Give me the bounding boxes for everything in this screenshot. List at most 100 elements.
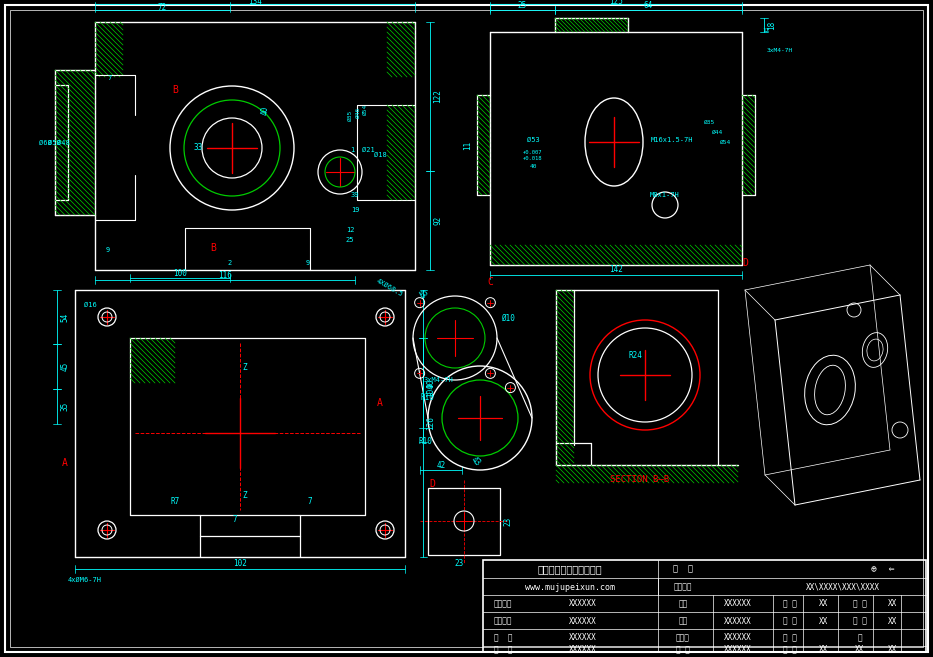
Text: Ø54: Ø54	[720, 139, 731, 145]
Text: 版本: 版本	[678, 599, 688, 608]
Text: R10: R10	[418, 438, 432, 447]
Text: 制 图: 制 图	[783, 616, 797, 625]
Text: XXXXXX: XXXXXX	[569, 599, 597, 608]
Text: Ø44: Ø44	[713, 129, 724, 135]
Text: 23: 23	[504, 516, 512, 526]
Text: 1: 1	[350, 147, 355, 153]
Text: 4xØM6-7H: 4xØM6-7H	[68, 577, 102, 583]
Text: 100: 100	[173, 269, 187, 277]
Text: 90: 90	[426, 378, 436, 388]
Text: 25: 25	[346, 237, 355, 243]
Text: Z: Z	[243, 363, 247, 373]
Text: 页码: 页码	[678, 616, 688, 625]
Text: 7: 7	[232, 516, 237, 524]
Text: Ø35: Ø35	[347, 109, 353, 121]
Text: 54: 54	[61, 312, 69, 322]
Text: D: D	[429, 479, 435, 489]
Text: 43: 43	[415, 288, 428, 302]
Bar	[483, 560, 926, 652]
Text: A: A	[63, 458, 68, 468]
Text: XX: XX	[856, 645, 865, 654]
Text: Ø10: Ø10	[501, 313, 515, 323]
Text: 7: 7	[308, 497, 313, 507]
Text: 25: 25	[518, 1, 527, 9]
Text: 零件名称: 零件名称	[494, 616, 512, 625]
Text: 标 准: 标 准	[783, 633, 797, 643]
Text: 42: 42	[437, 461, 446, 470]
Text: 40: 40	[529, 164, 536, 168]
Text: XXXXXX: XXXXXX	[569, 645, 597, 654]
Text: R7: R7	[171, 497, 180, 507]
Text: 102: 102	[233, 560, 247, 568]
Text: Ø18: Ø18	[373, 152, 386, 158]
Text: 比 例: 比 例	[676, 645, 689, 654]
Text: XX: XX	[888, 599, 898, 608]
Text: 3xM4-7H: 3xM4-7H	[767, 47, 793, 53]
Text: A: A	[377, 398, 383, 408]
Text: D: D	[742, 258, 748, 268]
Text: C: C	[487, 277, 493, 287]
Text: 72: 72	[158, 3, 167, 12]
Text: 材  料: 材 料	[494, 633, 512, 643]
Text: Ø46: Ø46	[355, 106, 360, 118]
Text: XX: XX	[888, 645, 898, 654]
Text: 设 计: 设 计	[783, 599, 797, 608]
Text: www.mujupeixun.com: www.mujupeixun.com	[525, 583, 615, 591]
Text: 化: 化	[857, 633, 862, 643]
Text: SECTION B—B: SECTION B—B	[610, 476, 670, 484]
Text: 64: 64	[644, 1, 653, 9]
Text: 郑州直利模具教工工作室: 郑州直利模具教工工作室	[537, 564, 603, 574]
Text: 35: 35	[61, 402, 69, 411]
Text: Ø54: Ø54	[363, 103, 368, 114]
Text: 9: 9	[105, 247, 110, 253]
Text: Ø68: Ø68	[38, 140, 51, 146]
Text: Ø58: Ø58	[48, 140, 61, 146]
Text: XXXXXX: XXXXXX	[724, 616, 752, 625]
Text: 45: 45	[61, 362, 69, 371]
Text: XXXXXX: XXXXXX	[724, 599, 752, 608]
Text: XX: XX	[888, 616, 898, 625]
Text: 视  角: 视 角	[673, 564, 693, 574]
Text: 12: 12	[762, 28, 770, 32]
Text: 9: 9	[306, 260, 310, 266]
Text: 122: 122	[434, 89, 442, 103]
Text: 43: 43	[469, 455, 482, 468]
Text: 3xM4-7H: 3xM4-7H	[424, 377, 453, 383]
Text: 11: 11	[464, 141, 472, 150]
Text: 125: 125	[609, 0, 623, 5]
Text: R10: R10	[420, 394, 434, 403]
Text: 4XØ68.5: 4XØ68.5	[376, 278, 404, 298]
Text: 2: 2	[228, 260, 232, 266]
Text: Z: Z	[243, 491, 247, 499]
Text: 126: 126	[426, 416, 436, 430]
Text: 12: 12	[346, 227, 355, 233]
Text: 92: 92	[434, 215, 442, 225]
Text: B: B	[210, 243, 216, 253]
Text: 零件编号: 零件编号	[494, 599, 512, 608]
Text: 39: 39	[351, 192, 359, 198]
Text: +0.007: +0.007	[523, 150, 543, 154]
Text: M16x1.5-7H: M16x1.5-7H	[650, 137, 693, 143]
Text: Ø21: Ø21	[362, 147, 374, 153]
Text: Ø48: Ø48	[57, 140, 69, 146]
Text: 104: 104	[426, 383, 436, 397]
Text: XX\XXXX\XXX\XXXX: XX\XXXX\XXX\XXXX	[806, 583, 880, 591]
Text: 18: 18	[768, 20, 776, 30]
Text: 116: 116	[218, 271, 232, 279]
Text: 相关理: 相关理	[676, 633, 689, 643]
Text: 校 对: 校 对	[783, 645, 797, 654]
Text: 23: 23	[454, 558, 464, 568]
Text: Ø35: Ø35	[704, 120, 716, 124]
Text: 数  量: 数 量	[494, 645, 512, 654]
Bar	[428, 488, 500, 555]
Text: XXXXXX: XXXXXX	[724, 645, 752, 654]
Text: M8x1-7H: M8x1-7H	[650, 192, 680, 198]
Text: 19: 19	[351, 207, 359, 213]
Text: +0.018: +0.018	[523, 156, 543, 162]
Text: 文件路径: 文件路径	[674, 583, 692, 591]
Text: 7: 7	[108, 75, 112, 81]
Text: 134: 134	[248, 0, 262, 5]
Text: 40: 40	[260, 105, 270, 114]
Text: XX: XX	[819, 599, 829, 608]
Text: XX: XX	[819, 616, 829, 625]
